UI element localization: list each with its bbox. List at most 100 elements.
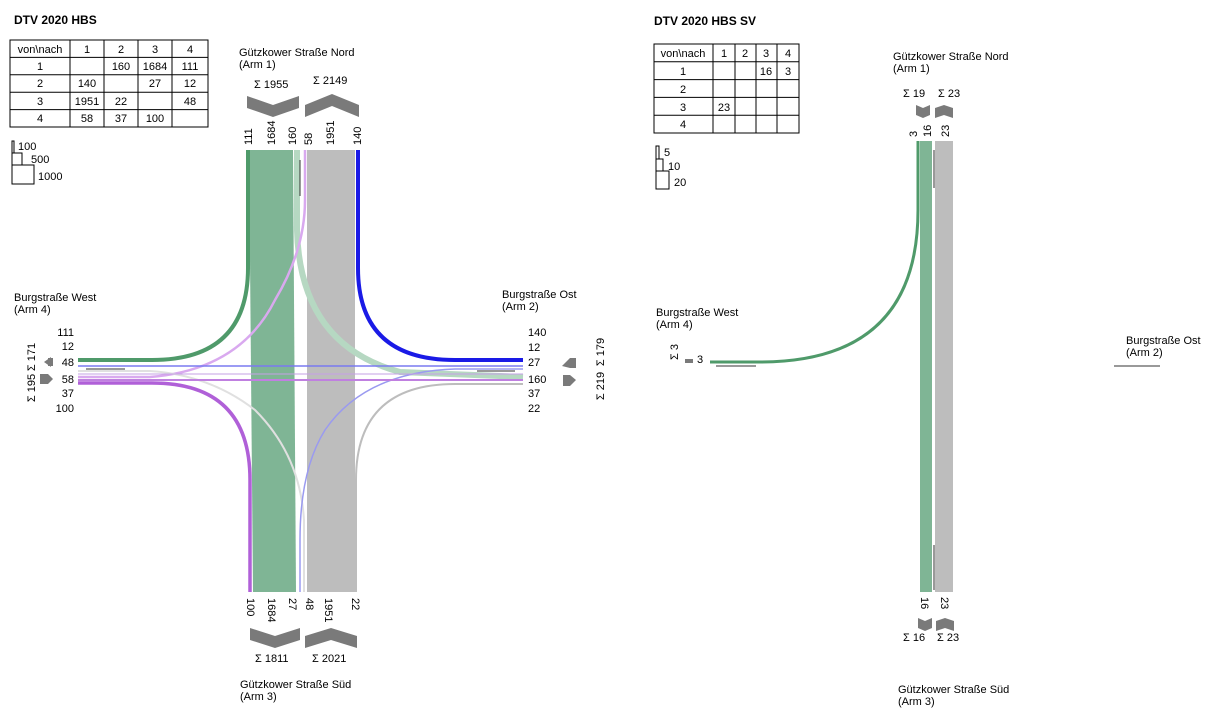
right-arm3-flow: 16 xyxy=(918,597,930,609)
right-arm1-flow: 3 xyxy=(908,131,920,137)
left-arm1-number: (Arm 1) xyxy=(239,59,276,71)
left-od-cell: 1684 xyxy=(143,61,167,73)
left-arm4: Burgstraße West (Arm 4) 111 12 48 58 37 … xyxy=(14,292,96,415)
left-arm2: Burgstraße Ost (Arm 2) 140 12 27 160 37 … xyxy=(502,289,607,415)
right-arm3-name: Gützkower Straße Süd xyxy=(898,684,1009,696)
left-arm2-flow: 37 xyxy=(528,388,540,400)
left-arm2-name: Burgstraße Ost xyxy=(502,289,577,301)
right-arm3-sum-out: Σ 23 xyxy=(937,632,959,644)
left-od-header-cell: 3 xyxy=(152,44,158,56)
left-arm4-sum-out: Σ 195 xyxy=(26,374,38,402)
left-arm2-flow: 140 xyxy=(528,327,546,339)
left-od-cell: 48 xyxy=(184,96,196,108)
left-od-row: 3 1951 22 48 xyxy=(37,96,196,108)
left-scale-label: 1000 xyxy=(38,171,62,183)
left-arm3: 100 1684 27 48 1951 22 Σ 1811 Σ 2021 Güt… xyxy=(240,598,361,703)
right-arm3-sum-in: Σ 16 xyxy=(903,632,925,644)
left-od-matrix: von\nach 1 2 3 4 1 160 1684 111 2 140 27… xyxy=(9,39,209,128)
sum-arrow-right-icon xyxy=(40,374,53,384)
flow-arm2-to-arm3 xyxy=(299,368,523,592)
right-arm3: 16 23 Σ 16 Σ 23 Gützkower Straße Süd (Ar… xyxy=(898,597,1009,708)
left-od-cell: 1 xyxy=(37,61,43,73)
right-od-cell: 4 xyxy=(680,119,686,131)
right-scale-legend: 5 10 20 xyxy=(655,145,686,190)
right-od-header-cell: von\nach xyxy=(661,48,706,60)
right-arm3-number: (Arm 3) xyxy=(898,696,935,708)
left-od-header-cell: 4 xyxy=(187,44,193,56)
sum-arrow-up-icon xyxy=(935,105,953,118)
right-arm4-name: Burgstraße West xyxy=(656,307,738,319)
left-scale-label: 100 xyxy=(18,141,36,153)
left-arm3-flow: 1684 xyxy=(265,598,277,622)
left-od-cell: 4 xyxy=(37,113,43,125)
left-arm1-flow: 140 xyxy=(352,127,364,145)
left-arm3-flow: 1951 xyxy=(322,598,334,622)
left-arm1-flow: 160 xyxy=(287,127,299,145)
flow-arm2-to-arm1 xyxy=(356,150,523,362)
sum-arrow-up-icon xyxy=(305,94,359,117)
left-od-cell: 37 xyxy=(115,113,127,125)
sum-arrow-down-icon xyxy=(918,618,932,631)
sum-arrow-up-icon xyxy=(936,618,954,631)
flow-arm1-to-arm3 xyxy=(920,141,932,592)
right-od-cell: 23 xyxy=(718,102,730,114)
left-scale-legend: 100 500 1000 xyxy=(11,140,62,185)
right-arm1-sum-in: Σ 19 xyxy=(903,88,925,100)
left-od-header-cell: von\nach xyxy=(18,44,63,56)
left-title: DTV 2020 HBS xyxy=(14,13,97,27)
right-arm1-flow: 23 xyxy=(940,125,952,137)
right-arm4: Burgstraße West (Arm 4) Σ 3 3 xyxy=(656,307,738,366)
right-scale-label: 10 xyxy=(668,161,680,173)
right-scale-label: 5 xyxy=(664,147,670,159)
right-od-cell: 2 xyxy=(680,84,686,96)
flow-arm3-to-arm2 xyxy=(355,383,523,592)
left-flow-bands xyxy=(78,150,524,592)
right-arm4-sum: Σ 3 xyxy=(669,344,681,360)
left-arm3-sum-in: Σ 1811 xyxy=(255,653,289,665)
left-od-cell: 58 xyxy=(81,113,93,125)
right-od-cell: 1 xyxy=(680,66,686,78)
left-od-cell: 160 xyxy=(112,61,130,73)
right-arm2: Burgstraße Ost (Arm 2) xyxy=(1114,335,1201,367)
right-arm2-name: Burgstraße Ost xyxy=(1126,335,1201,347)
right-arm2-number: (Arm 2) xyxy=(1126,347,1163,359)
right-arm1-sum-out: Σ 23 xyxy=(938,88,960,100)
right-arm1-number: (Arm 1) xyxy=(893,63,930,75)
left-arm3-number: (Arm 3) xyxy=(240,691,277,703)
right-od-header-cell: 4 xyxy=(785,48,791,60)
right-arm4-flow: 3 xyxy=(697,354,703,366)
left-arm2-number: (Arm 2) xyxy=(502,301,539,313)
left-od-cell: 111 xyxy=(182,61,199,73)
right-flow-bands xyxy=(710,141,953,592)
left-arm4-name: Burgstraße West xyxy=(14,292,96,304)
left-od-cell: 27 xyxy=(149,78,161,90)
right-arm3-flow: 23 xyxy=(938,597,950,609)
right-od-header-cell: 3 xyxy=(763,48,769,60)
sum-arrow-down-icon xyxy=(916,105,930,118)
left-arm1: Gützkower Straße Nord (Arm 1) Σ 1955 Σ 2… xyxy=(239,47,364,145)
left-scale-label: 500 xyxy=(31,154,49,166)
sum-arrow-icon xyxy=(685,359,693,363)
right-od-header-cell: 2 xyxy=(742,48,748,60)
left-od-header: von\nach 1 2 3 4 xyxy=(18,44,193,56)
left-arm3-name: Gützkower Straße Süd xyxy=(240,679,351,691)
right-od-row: 1 16 3 xyxy=(680,66,791,78)
right-od-row: 2 xyxy=(680,84,686,96)
left-arm1-sum-out: Σ 2149 xyxy=(313,75,347,87)
flow-arm3-to-arm1 xyxy=(935,141,953,592)
right-od-matrix: von\nach 1 2 3 4 1 16 3 2 3 xyxy=(653,43,800,134)
right-od-header: von\nach 1 2 3 4 xyxy=(661,48,791,60)
left-od-cell: 1951 xyxy=(75,96,99,108)
left-arm1-flow: 1684 xyxy=(266,121,278,145)
left-arm1-name: Gützkower Straße Nord xyxy=(239,47,355,59)
flow-arm3-to-arm1 xyxy=(307,150,355,592)
left-arm4-flow: 58 xyxy=(62,374,74,386)
left-arm3-flow: 48 xyxy=(303,598,315,610)
right-panel: DTV 2020 HBS SV von\nach 1 2 3 4 1 xyxy=(653,14,1201,708)
left-arm4-number: (Arm 4) xyxy=(14,304,51,316)
left-arm4-flow: 111 xyxy=(57,327,74,339)
left-arm3-flow: 27 xyxy=(286,598,298,610)
left-arm1-sum-in: Σ 1955 xyxy=(254,79,288,91)
left-arm4-flow: 100 xyxy=(56,403,74,415)
